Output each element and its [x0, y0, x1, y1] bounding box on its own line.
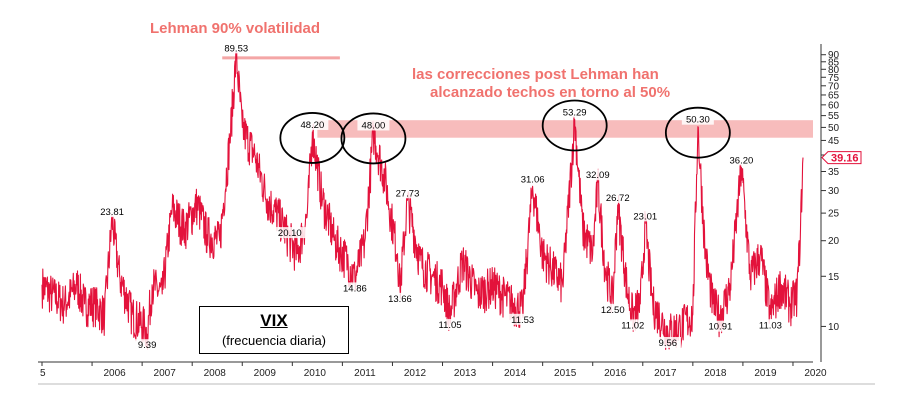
data-label-bg: [434, 319, 467, 331]
data-label: 23.81: [100, 207, 124, 218]
y-tick-label: 25: [828, 209, 840, 220]
data-label-bg: [558, 106, 591, 118]
data-label: 11.02: [621, 320, 644, 331]
x-tick-label: 2008: [204, 368, 227, 379]
x-tick-label: 2006: [103, 368, 126, 379]
peak-circle: [279, 112, 346, 164]
peak-circle: [541, 99, 608, 152]
data-label: 89.53: [224, 43, 248, 54]
post-lehman-note-line1: las correcciones post Lehman han: [412, 66, 659, 83]
data-label: 9.56: [659, 338, 678, 349]
data-labels-layer: 23.81 9.39 89.53 20.10 48.20 14.86 48.00 13.66 2…: [96, 42, 787, 351]
data-label-bg: [596, 303, 629, 315]
data-label-bg: [601, 191, 634, 203]
legend-subtitle: (frecuencia diaria): [221, 333, 327, 348]
data-label: 31.06: [521, 174, 545, 185]
y-tick-label: 80: [828, 65, 840, 76]
y-tick-label: 35: [828, 167, 840, 178]
y-tick-label: 75: [828, 73, 840, 84]
data-label-bg: [383, 292, 416, 304]
data-label: 12.50: [601, 305, 625, 316]
x-tick-label: 2019: [754, 368, 777, 379]
y-tick-label: 60: [828, 100, 840, 111]
data-label: 23.01: [633, 211, 657, 222]
data-label-bg: [338, 282, 371, 294]
data-label: 48.00: [362, 120, 386, 131]
y-tick-label: 10: [828, 322, 840, 333]
data-label: 50.30: [686, 115, 710, 126]
x-tick-label: 2012: [404, 368, 427, 379]
peak-circle: [340, 112, 407, 165]
y-tick-label: 45: [828, 136, 840, 147]
data-label: 13.66: [388, 294, 412, 305]
highlight-band-50pct: [317, 120, 813, 138]
post-lehman-note-line2: alcanzado techos en torno al 50%: [430, 84, 671, 101]
y-tick-label: 65: [828, 90, 840, 101]
x-tick-label: 2011: [354, 368, 376, 379]
peak-circles-layer: [279, 99, 731, 165]
x-tick-label: 2018: [704, 368, 727, 379]
data-label-bg: [616, 319, 649, 331]
data-label: 32.09: [586, 170, 610, 181]
data-label: 27.73: [396, 188, 420, 199]
x-tick-label: 2009: [254, 368, 277, 379]
y-tick-label: 30: [828, 186, 840, 197]
x-tick-label: 5: [40, 368, 46, 379]
lehman-annotation: Lehman 90% volatilidad: [150, 20, 321, 37]
data-label-bg: [581, 169, 614, 181]
data-label-bg: [725, 154, 758, 166]
data-label-bg: [133, 339, 161, 351]
data-label: 11.05: [438, 320, 461, 331]
data-label: 36.20: [730, 155, 754, 166]
data-label-bg: [296, 118, 329, 130]
data-label-bg: [357, 119, 390, 131]
y-tick-label: 70: [828, 81, 840, 92]
data-label-bg: [754, 319, 787, 331]
vix-series-line: [41, 51, 804, 350]
data-label: 48.20: [300, 120, 324, 131]
y-tick-label: 50: [828, 123, 840, 134]
data-label: 11.53: [511, 315, 534, 326]
y-tick-label: 55: [828, 111, 840, 122]
x-tick-label: 2014: [504, 368, 527, 379]
legend-box: VIX (frecuencia diaria): [199, 306, 349, 354]
data-label-bg: [506, 313, 539, 325]
x-tick-label: 2010: [304, 368, 327, 379]
y-tick-label: 15: [828, 272, 840, 283]
data-label-bg: [516, 173, 549, 185]
y-tick-label: 20: [828, 236, 840, 247]
data-label: 26.72: [606, 193, 630, 204]
peak-circle: [664, 106, 731, 159]
data-label-bg: [629, 210, 662, 222]
data-label-bg: [704, 320, 737, 332]
x-tick-label: 2020: [804, 368, 827, 379]
data-label-bg: [681, 113, 714, 125]
data-label-bg: [654, 336, 682, 348]
x-tick-label: 2013: [454, 368, 477, 379]
data-label: 20.10: [278, 228, 302, 239]
data-label: 9.39: [138, 340, 157, 351]
x-tick-label: 2017: [654, 368, 677, 379]
data-label: 10.91: [708, 322, 732, 333]
data-label: 53.29: [563, 108, 587, 119]
data-label-bg: [220, 42, 253, 54]
data-label: 11.03: [759, 320, 782, 331]
axes-layer: 101520253035404550556065707580859039.165…: [38, 44, 875, 385]
data-label: 14.86: [343, 283, 367, 294]
last-value-tag: [821, 151, 862, 165]
x-tick-label: 2016: [604, 368, 627, 379]
data-label-bg: [391, 187, 424, 199]
vix-line-layer: [41, 51, 804, 350]
last-value-label: 39.16: [831, 153, 859, 165]
data-label-bg: [96, 206, 129, 218]
x-tick-label: 2007: [154, 368, 177, 379]
legend-series-name: VIX: [260, 311, 288, 330]
y-tick-label: 90: [828, 50, 840, 61]
lehman-level-bar: [222, 56, 340, 60]
x-tick-label: 2015: [554, 368, 577, 379]
y-tick-label: 85: [828, 57, 840, 68]
data-label-bg: [273, 227, 306, 239]
